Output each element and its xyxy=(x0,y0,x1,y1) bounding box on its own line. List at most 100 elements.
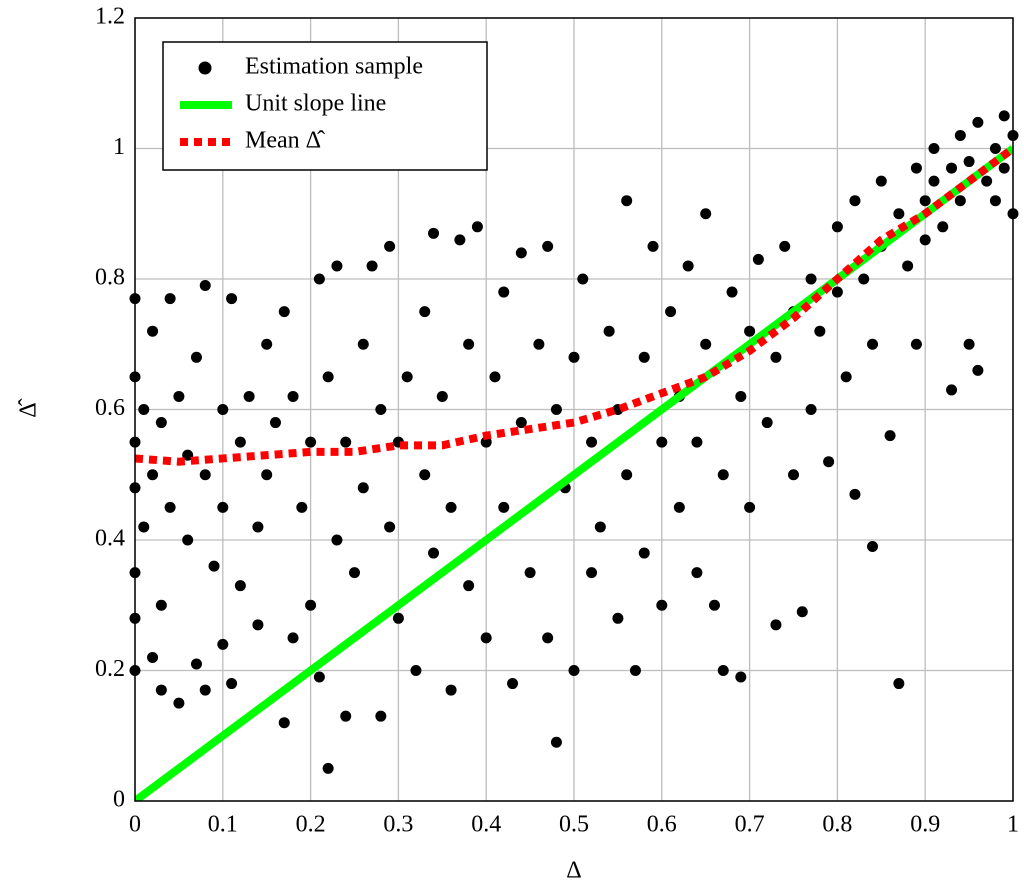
scatter-point xyxy=(269,417,281,429)
scatter-point xyxy=(682,260,694,272)
scatter-point xyxy=(445,501,457,513)
scatter-point xyxy=(735,671,747,683)
scatter-point xyxy=(357,338,369,350)
scatter-point xyxy=(287,390,299,402)
scatter-point xyxy=(858,273,870,285)
scatter-point xyxy=(665,306,677,318)
scatter-point xyxy=(805,273,817,285)
y-tick-label: 1.2 xyxy=(95,4,125,30)
scatter-point xyxy=(322,371,334,383)
scatter-point xyxy=(919,195,931,207)
scatter-point xyxy=(199,684,211,696)
scatter-point xyxy=(164,501,176,513)
scatter-point xyxy=(138,521,150,533)
scatter-point xyxy=(717,469,729,481)
scatter-point xyxy=(507,678,519,690)
scatter-point xyxy=(770,351,782,363)
x-tick-label: 0.7 xyxy=(735,812,765,838)
scatter-point xyxy=(893,208,905,220)
scatter-point xyxy=(910,338,922,350)
x-tick-label: 0 xyxy=(129,812,141,838)
scatter-point xyxy=(375,710,387,722)
legend-label: Estimation sample xyxy=(245,54,423,80)
x-tick-label: 0.1 xyxy=(208,812,238,838)
scatter-point xyxy=(998,110,1010,122)
scatter-point xyxy=(621,469,633,481)
scatter-point xyxy=(691,436,703,448)
x-tick-label: 0.9 xyxy=(910,812,940,838)
scatter-point xyxy=(313,273,325,285)
scatter-point xyxy=(963,156,975,168)
scatter-point xyxy=(217,404,229,415)
scatter-point xyxy=(401,371,413,383)
scatter-point xyxy=(673,501,685,513)
x-tick-label: 1 xyxy=(1007,812,1019,838)
scatter-point xyxy=(867,541,879,553)
scatter-point xyxy=(147,469,159,481)
scatter-point xyxy=(489,371,501,383)
scatter-point xyxy=(305,599,317,611)
scatter-point xyxy=(234,580,246,592)
scatter-point xyxy=(761,417,773,429)
scatter-point xyxy=(392,612,404,624)
y-tick-label: 1 xyxy=(113,134,125,160)
scatter-point xyxy=(524,567,536,579)
scatter-point xyxy=(867,338,879,350)
scatter-point xyxy=(998,162,1010,174)
scatter-point xyxy=(603,325,615,337)
y-tick-label: 0.4 xyxy=(95,526,125,552)
scatter-point xyxy=(366,260,378,272)
scatter-point xyxy=(419,306,431,318)
scatter-point xyxy=(234,436,246,448)
scatter-point xyxy=(928,175,940,187)
scatter-point xyxy=(594,521,606,533)
scatter-point xyxy=(779,240,791,252)
legend-label: Unit slope line xyxy=(245,91,386,117)
scatter-point xyxy=(454,234,466,246)
scatter-point xyxy=(252,521,264,533)
scatter-point xyxy=(357,482,369,494)
scatter-point xyxy=(638,351,650,363)
scatter-point xyxy=(735,390,747,402)
scatter-point xyxy=(410,665,422,676)
scatter-point xyxy=(428,227,440,239)
scatter-point xyxy=(946,384,958,396)
scatter-point xyxy=(331,260,343,272)
scatter-point xyxy=(384,521,396,533)
scatter-point xyxy=(621,195,633,207)
scatter-point xyxy=(700,208,712,220)
y-tick-label: 0.2 xyxy=(95,656,125,682)
scatter-point xyxy=(831,286,843,298)
x-tick-label: 0.3 xyxy=(383,812,413,838)
scatter-point xyxy=(963,338,975,350)
scatter-point xyxy=(471,221,483,233)
scatter-point xyxy=(340,436,352,448)
scatter-point xyxy=(840,371,852,383)
scatter-point xyxy=(498,501,510,513)
scatter-point xyxy=(586,436,598,448)
x-tick-label: 0.6 xyxy=(647,812,677,838)
x-tick-label: 0.8 xyxy=(822,812,852,838)
scatter-point xyxy=(463,580,475,592)
y-tick-label: 0.8 xyxy=(95,265,125,291)
scatter-point xyxy=(155,684,167,696)
scatter-point xyxy=(568,351,580,363)
scatter-point xyxy=(261,338,273,350)
scatter-point xyxy=(700,338,712,350)
scatter-point xyxy=(550,736,562,748)
y-tick-label: 0.6 xyxy=(95,395,125,421)
y-axis-label: Δ̂ xyxy=(16,398,42,417)
scatter-point xyxy=(498,286,510,298)
scatter-point xyxy=(445,684,457,696)
scatter-point xyxy=(823,456,835,468)
scatter-point xyxy=(989,143,1001,154)
scatter-point xyxy=(190,658,202,670)
scatter-point xyxy=(515,417,527,429)
x-axis-label: Δ xyxy=(566,858,581,884)
scatter-point xyxy=(190,351,202,363)
scatter-point xyxy=(226,678,238,690)
y-tick-label: 0 xyxy=(113,787,125,813)
legend-label: Mean Δ̂ xyxy=(245,128,325,154)
scatter-point xyxy=(515,247,527,259)
